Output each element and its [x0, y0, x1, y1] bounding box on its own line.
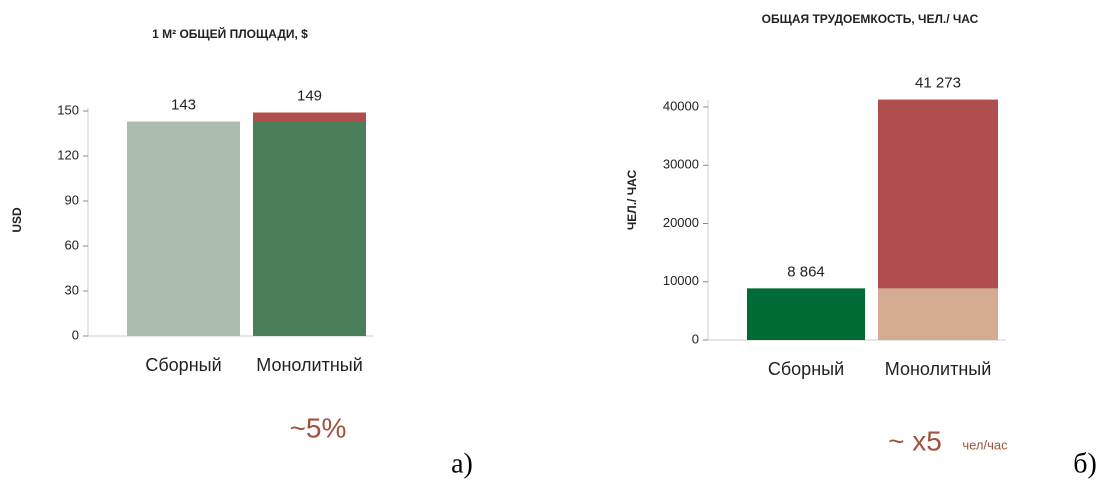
- total-label: 143: [171, 96, 196, 113]
- caption: а): [451, 448, 473, 479]
- bar-segment: [747, 288, 865, 340]
- x-tick-label: Монолитный: [256, 355, 363, 375]
- annotation-unit: чел/час: [962, 437, 1008, 452]
- total-label: 41 273: [915, 75, 961, 92]
- bar-segment: [127, 121, 240, 336]
- bar-segment: [253, 121, 366, 336]
- y-tick-label: 0: [692, 331, 699, 346]
- x-tick-label: Сборный: [768, 359, 844, 379]
- y-tick-label: 150: [57, 102, 79, 117]
- annotation: ~ x5: [888, 425, 942, 456]
- bar-segment: [253, 112, 366, 122]
- y-axis-label: ЧЕЛ./ ЧАС: [625, 170, 639, 231]
- bar-segment: [878, 99, 998, 289]
- x-tick-label: Сборный: [145, 355, 221, 375]
- chart-title: 1 М² ОБЩЕЙ ПЛОЩАДИ, $: [152, 26, 308, 41]
- total-label: 149: [297, 87, 322, 104]
- x-tick-label: Монолитный: [885, 359, 992, 379]
- bar-segment: [878, 288, 998, 340]
- y-tick-label: 90: [65, 192, 79, 207]
- y-tick-label: 30: [65, 282, 79, 297]
- y-tick-label: 40000: [663, 98, 699, 113]
- caption: б): [1073, 448, 1097, 479]
- chart-title: ОБЩАЯ ТРУДОЕМКОСТЬ, ЧЕЛ./ ЧАС: [762, 12, 979, 26]
- y-tick-label: 0: [72, 327, 79, 342]
- total-label: 8 864: [787, 263, 825, 280]
- y-tick-label: 60: [65, 237, 79, 252]
- y-tick-label: 30000: [663, 157, 699, 172]
- y-axis-label: USD: [10, 207, 24, 233]
- y-tick-label: 10000: [663, 273, 699, 288]
- annotation: ~5%: [290, 412, 347, 443]
- y-tick-label: 20000: [663, 215, 699, 230]
- y-tick-label: 120: [57, 147, 79, 162]
